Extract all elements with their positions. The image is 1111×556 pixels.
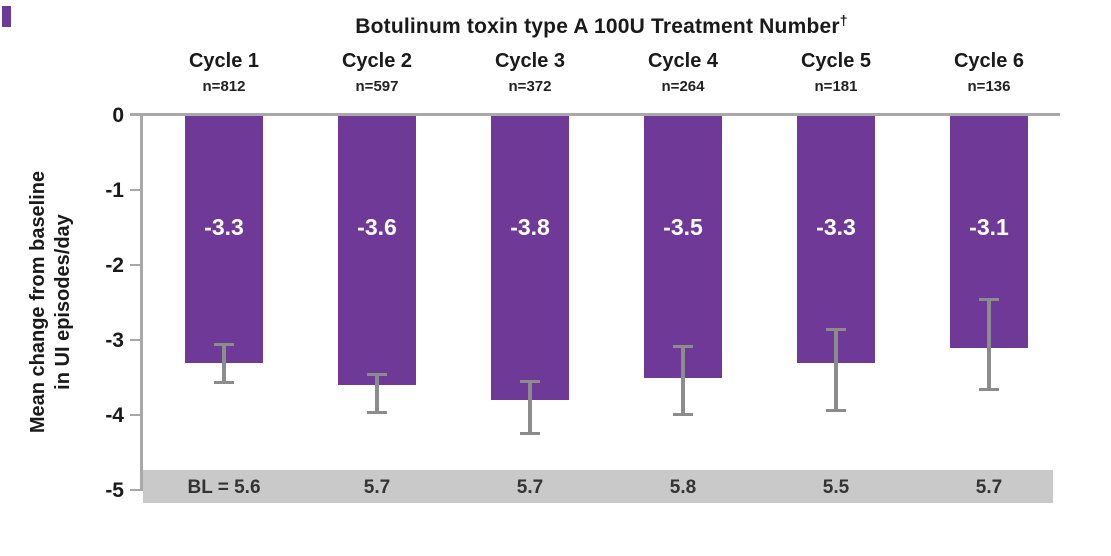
cycle-label: Cycle 6 <box>953 50 1025 72</box>
bar-value-label: -3.6 <box>357 214 397 240</box>
n-label: n=372 <box>508 78 552 95</box>
y-tick-mark <box>130 414 142 416</box>
error-bar-top-cap <box>520 380 540 384</box>
baseline-value: 5.7 <box>363 477 391 498</box>
y-tick-mark <box>130 264 142 266</box>
error-bar-line <box>375 373 379 413</box>
error-bar-line <box>528 381 532 434</box>
error-bar-line <box>987 298 991 391</box>
error-bar-bottom-cap <box>214 380 234 384</box>
chart-title: Botulinum toxin type A 100U Treatment Nu… <box>143 12 1060 39</box>
bar <box>338 116 416 385</box>
cycle-label: Cycle 3 <box>494 50 566 72</box>
zero-axis-line <box>130 113 1060 116</box>
error-bar-top-cap <box>367 372 387 376</box>
n-label: n=597 <box>355 78 399 95</box>
y-tick-label: -1 <box>105 179 124 202</box>
baseline-value: 5.7 <box>516 477 544 498</box>
cycle-label: Cycle 2 <box>341 50 413 72</box>
y-axis-line <box>140 113 143 491</box>
cycle-label: Cycle 5 <box>800 50 872 72</box>
baseline-value: 5.5 <box>822 477 850 498</box>
n-label: n=812 <box>202 78 246 95</box>
corner-mark <box>2 6 11 27</box>
error-bar-line <box>834 328 838 412</box>
error-bar-line <box>222 343 226 383</box>
y-tick-label: 0 <box>112 104 124 127</box>
bar <box>491 116 569 400</box>
bar-value-label: -3.3 <box>816 214 856 240</box>
title-dagger: † <box>839 12 848 28</box>
error-bar-bottom-cap <box>826 409 846 413</box>
bar-value-label: -3.1 <box>969 214 1009 240</box>
error-bar-top-cap <box>214 342 234 346</box>
error-bar-bottom-cap <box>979 388 999 392</box>
baseline-value: BL = 5.6 <box>187 477 261 498</box>
error-bar-top-cap <box>979 297 999 301</box>
error-bar-bottom-cap <box>673 413 693 416</box>
y-tick-mark <box>130 489 142 491</box>
baseline-band <box>143 470 1053 503</box>
chart-title-text: Botulinum toxin type A 100U Treatment Nu… <box>355 15 840 38</box>
y-tick-mark <box>130 189 142 191</box>
bar <box>644 116 722 378</box>
cycle-label: Cycle 1 <box>188 50 260 72</box>
bar <box>185 116 263 363</box>
baseline-value: 5.7 <box>975 477 1003 498</box>
error-bar-bottom-cap <box>520 431 540 435</box>
n-label: n=181 <box>814 78 858 95</box>
n-label: n=136 <box>967 78 1011 95</box>
bar-value-label: -3.3 <box>204 214 244 240</box>
error-bar-line <box>681 346 685 415</box>
bar-value-label: -3.5 <box>663 214 703 240</box>
bar <box>797 116 875 363</box>
y-tick-label: -5 <box>105 479 124 502</box>
y-tick-label: -3 <box>105 329 124 352</box>
y-axis-title-line1: Mean change from baseline <box>27 170 49 434</box>
error-bar-bottom-cap <box>367 410 387 414</box>
y-tick-label: -4 <box>105 404 124 427</box>
n-label: n=264 <box>661 78 705 95</box>
error-bar-top-cap <box>826 327 846 331</box>
y-tick-mark <box>130 339 142 341</box>
baseline-value: 5.8 <box>669 477 697 498</box>
bar-value-label: -3.8 <box>510 214 550 240</box>
error-bar-top-cap <box>673 345 693 348</box>
cycle-label: Cycle 4 <box>647 50 719 72</box>
y-tick-label: -2 <box>105 254 124 277</box>
